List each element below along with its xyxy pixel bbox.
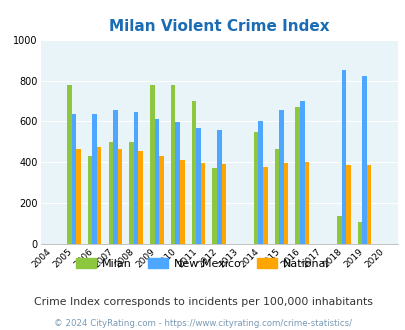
Bar <box>159 156 163 244</box>
Bar <box>150 84 154 244</box>
Bar <box>191 101 196 244</box>
Title: Milan Violent Crime Index: Milan Violent Crime Index <box>109 19 329 34</box>
Bar <box>274 149 279 244</box>
Bar <box>200 163 205 244</box>
Text: Crime Index corresponds to incidents per 100,000 inhabitants: Crime Index corresponds to incidents per… <box>34 297 371 307</box>
Bar <box>76 149 81 244</box>
Bar <box>212 169 216 244</box>
Bar <box>154 119 159 244</box>
Bar <box>138 151 143 244</box>
Bar <box>129 142 134 244</box>
Bar <box>134 112 138 244</box>
Bar <box>357 222 362 244</box>
Bar <box>196 128 200 244</box>
Bar <box>216 130 221 244</box>
Bar <box>279 110 283 244</box>
Bar <box>221 164 226 244</box>
Bar <box>171 84 175 244</box>
Bar <box>97 147 101 244</box>
Bar <box>175 122 179 244</box>
Bar <box>87 156 92 244</box>
Bar <box>253 132 258 244</box>
Bar <box>295 107 299 244</box>
Bar <box>258 121 262 244</box>
Bar <box>304 162 309 244</box>
Bar <box>67 84 71 244</box>
Bar <box>262 168 267 244</box>
Bar <box>71 114 76 244</box>
Bar <box>117 149 122 244</box>
Bar <box>92 114 97 244</box>
Bar <box>341 70 345 244</box>
Bar <box>336 215 341 244</box>
Bar <box>283 163 288 244</box>
Bar <box>299 101 304 244</box>
Bar <box>113 110 117 244</box>
Bar <box>179 160 184 244</box>
Legend: Milan, New Mexico, National: Milan, New Mexico, National <box>72 254 333 273</box>
Bar <box>345 165 350 244</box>
Text: © 2024 CityRating.com - https://www.cityrating.com/crime-statistics/: © 2024 CityRating.com - https://www.city… <box>54 319 351 328</box>
Bar <box>362 77 366 244</box>
Bar <box>108 142 113 244</box>
Bar <box>366 165 371 244</box>
